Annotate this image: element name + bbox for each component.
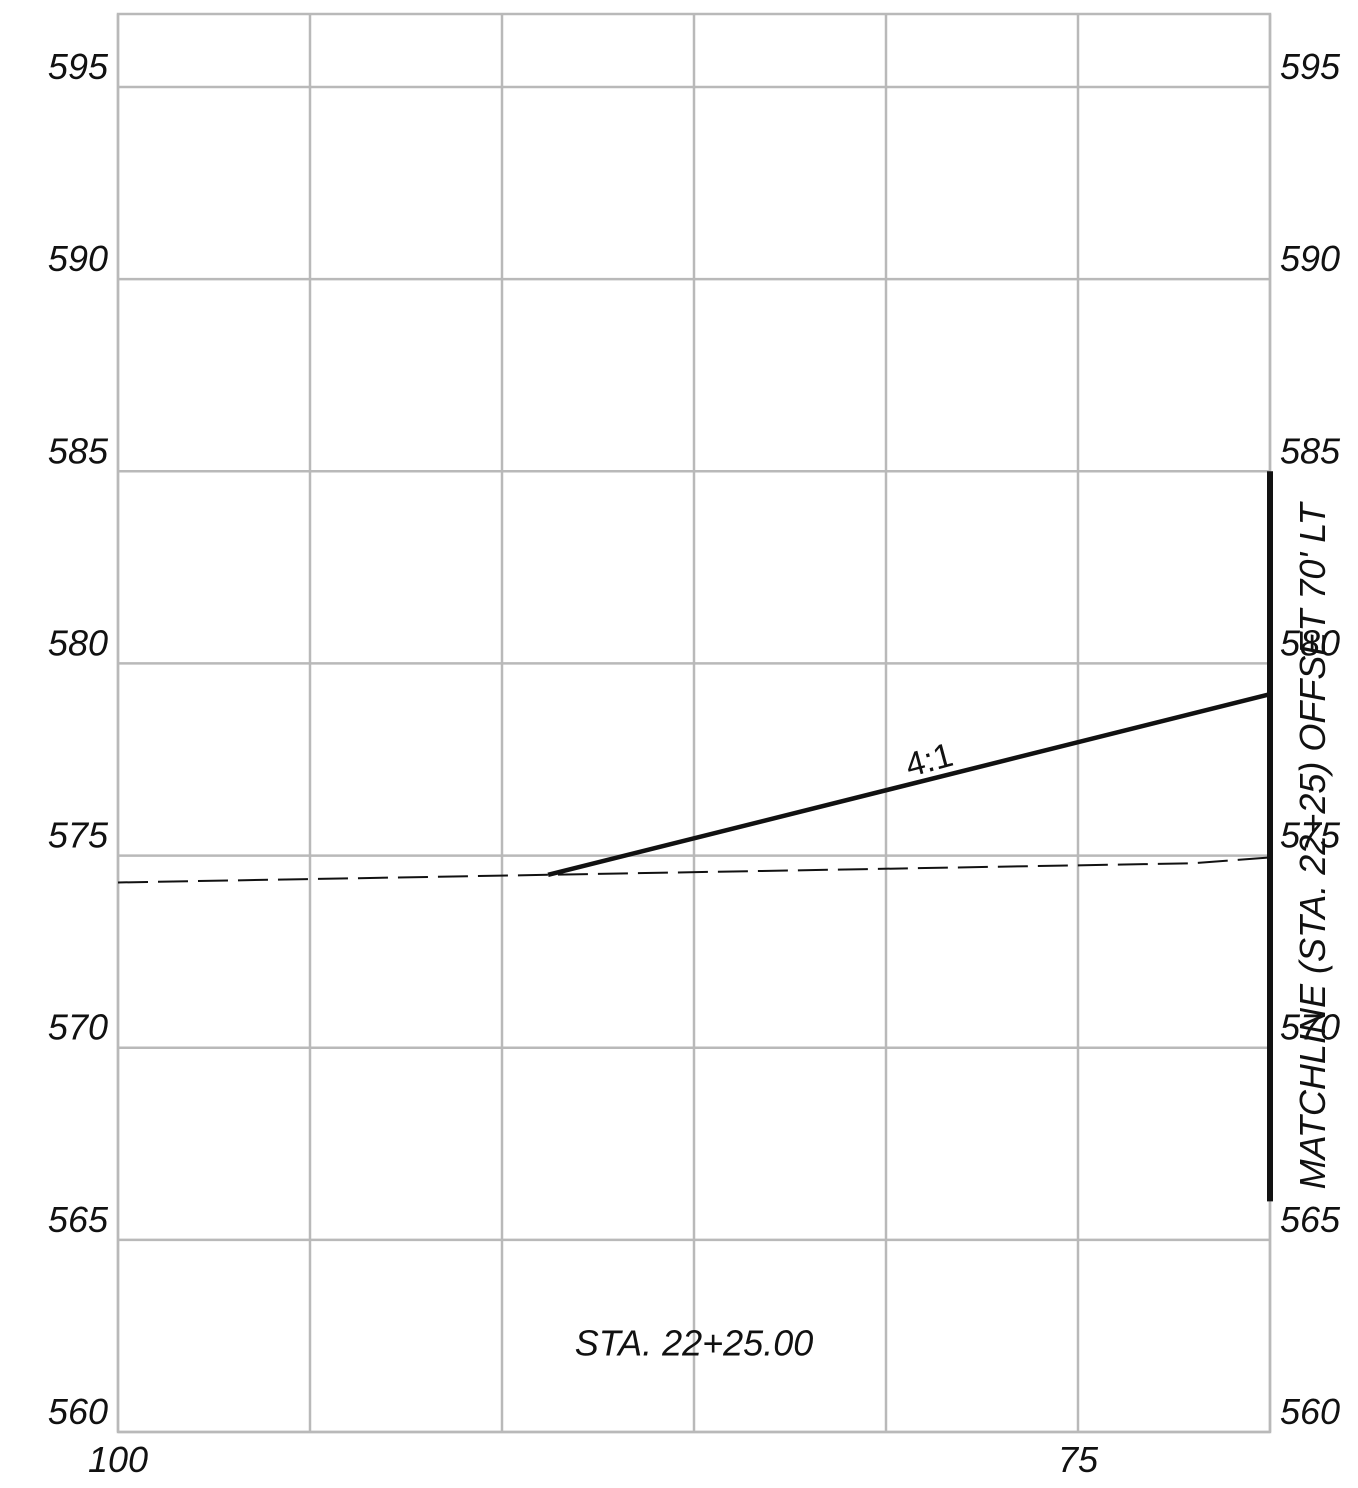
existing-ground-line	[117, 856, 1271, 884]
matchline-label: MATCHLINE (STA. 22+25) OFFSET 70' LT	[1292, 500, 1333, 1189]
grid	[116, 14, 1272, 1434]
y-tick-label-right: 590	[1280, 238, 1340, 279]
y-tick-label-left: 595	[48, 46, 109, 87]
y-tick-label-right: 575	[1280, 815, 1341, 856]
y-axis-right: 560 565 570 575 580 585 590 595	[1280, 46, 1341, 1432]
y-tick-label-right: 565	[1280, 1199, 1341, 1240]
y-tick-label-left: 590	[48, 238, 108, 279]
y-tick-label-right: 585	[1280, 430, 1341, 471]
y-tick-label-left: 570	[48, 1007, 108, 1048]
slope-label: 4:1	[901, 736, 956, 785]
y-tick-label-right: 560	[1280, 1391, 1340, 1432]
y-tick-label-left: 565	[48, 1199, 109, 1240]
y-tick-label-left: 580	[48, 622, 108, 663]
series-group	[117, 471, 1273, 1202]
x-tick-label: 75	[1058, 1439, 1099, 1480]
y-tick-label-right: 595	[1280, 46, 1341, 87]
x-tick-label: 100	[88, 1439, 148, 1480]
y-tick-label-left: 575	[48, 815, 109, 856]
x-axis: 100 75	[88, 1439, 1099, 1480]
y-tick-label-right: 570	[1280, 1007, 1340, 1048]
proposed-slope-line	[547, 691, 1271, 877]
station-label: STA. 22+25.00	[575, 1323, 814, 1364]
y-axis-left: 560 565 570 575 580 585 590 595	[48, 46, 109, 1432]
annotations: 4:1 STA. 22+25.00 MATCHLINE (STA. 22+25)…	[575, 500, 1333, 1363]
y-tick-label-left: 585	[48, 430, 109, 471]
y-tick-label-right: 580	[1280, 622, 1340, 663]
y-tick-label-left: 560	[48, 1391, 108, 1432]
